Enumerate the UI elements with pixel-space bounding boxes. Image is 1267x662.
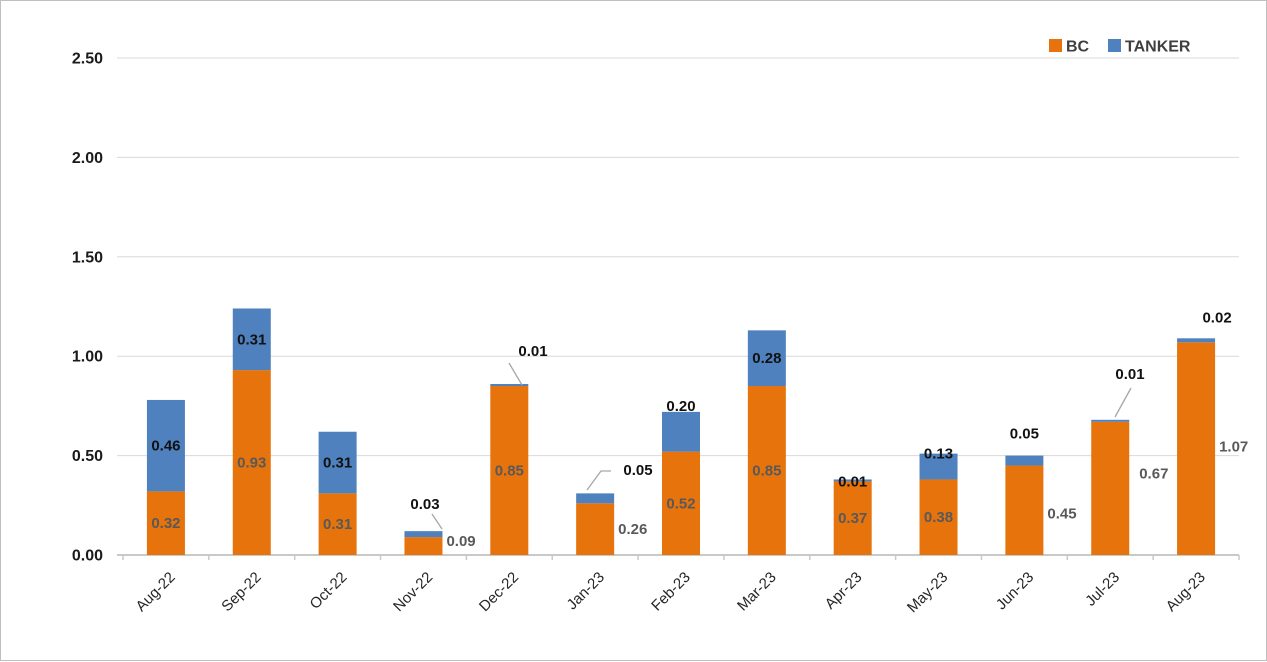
x-axis-label-Aug-22: Aug-22 [133, 569, 179, 615]
bar-segment-tanker-Apr-23 [833, 479, 872, 482]
data-label-bc-Apr-23: 0.37 [838, 510, 867, 527]
data-label-bc-Jan-23: 0.26 [618, 521, 647, 538]
x-axis-label-Jan-23: Jan-23 [564, 569, 608, 613]
x-axis-label-Mar-23: Mar-23 [734, 569, 780, 615]
data-label-tanker-Jun-23: 0.05 [1010, 426, 1039, 443]
bar-segment-bc-Aug-23 [1177, 342, 1216, 555]
data-label-bc-Nov-22: 0.09 [446, 533, 475, 550]
bar-segment-bc-Oct-22 [318, 493, 357, 555]
data-label-tanker-Jan-23: 0.05 [623, 462, 652, 479]
data-label-bc-Aug-22: 0.32 [151, 515, 180, 532]
y-axis-tick-label: 0.00 [72, 548, 103, 565]
y-axis-tick-label: 1.00 [72, 349, 103, 366]
y-axis-tick-label: 2.00 [72, 150, 103, 167]
bar-segment-tanker-Aug-22 [146, 399, 185, 492]
bar-segment-tanker-Jan-23 [576, 493, 615, 504]
bar-segment-bc-Jun-23 [1005, 465, 1044, 555]
bar-segment-tanker-Feb-23 [662, 411, 700, 452]
data-label-tanker-Nov-22: 0.03 [410, 496, 439, 513]
bar-segment-bc-Jul-23 [1091, 421, 1130, 555]
data-label-bc-Dec-22: 0.85 [495, 463, 524, 480]
x-axis-label-Oct-22: Oct-22 [307, 569, 351, 613]
bar-segment-tanker-Oct-22 [318, 431, 357, 494]
data-label-bc-Mar-23: 0.85 [752, 463, 781, 480]
data-label-tanker-Aug-23: 0.02 [1202, 309, 1231, 326]
bar-segment-tanker-Nov-22 [404, 531, 443, 538]
bar-segment-bc-Apr-23 [833, 481, 872, 555]
data-label-bc-Aug-23: 1.07 [1219, 439, 1248, 456]
x-axis-label-May-23: May-23 [904, 569, 951, 616]
data-label-tanker-Feb-23: 0.20 [666, 398, 695, 415]
data-label-tanker-Mar-23: 0.28 [752, 350, 781, 367]
bar-segment-tanker-Mar-23 [747, 330, 786, 387]
x-axis-label-Feb-23: Feb-23 [648, 569, 694, 615]
leader-line-Jul-23 [1114, 387, 1132, 418]
leader-line-Jan-23 [586, 470, 611, 491]
data-label-bc-May-23: 0.38 [924, 509, 953, 526]
data-label-bc-Jul-23: 0.67 [1139, 465, 1168, 482]
x-axis-label-Dec-22: Dec-22 [476, 569, 522, 615]
data-label-tanker-Sep-22: 0.31 [237, 331, 266, 348]
bar-segment-bc-Jan-23 [576, 503, 615, 555]
data-label-tanker-Jul-23: 0.01 [1115, 366, 1144, 383]
bar-segment-bc-Sep-22 [232, 370, 271, 555]
legend-label-tanker: TANKER [1125, 39, 1191, 56]
data-label-tanker-May-23: 0.13 [924, 446, 953, 463]
legend-label-bc: BC [1066, 39, 1090, 56]
bar-segment-bc-Dec-22 [490, 386, 529, 555]
bar-segment-tanker-Jun-23 [1005, 455, 1044, 466]
data-label-bc-Oct-22: 0.31 [323, 516, 352, 533]
y-axis-tick-label: 0.50 [72, 448, 103, 465]
x-axis-label-Aug-23: Aug-23 [1163, 569, 1209, 615]
data-label-tanker-Aug-22: 0.46 [151, 438, 180, 455]
legend-swatch-bc [1049, 39, 1062, 52]
bar-segment-tanker-May-23 [919, 453, 958, 480]
legend-swatch-tanker [1108, 39, 1121, 52]
bar-segment-bc-Nov-22 [404, 537, 443, 555]
x-axis-label-Apr-23: Apr-23 [822, 569, 866, 613]
bar-segment-bc-Feb-23 [662, 451, 700, 555]
y-axis-tick-label: 2.50 [72, 51, 103, 68]
bar-segment-tanker-Jul-23 [1091, 419, 1130, 422]
bar-segment-tanker-Sep-22 [232, 308, 271, 371]
data-label-bc-Sep-22: 0.93 [237, 455, 266, 472]
x-axis-label-Jul-23: Jul-23 [1082, 569, 1123, 610]
bar-segment-tanker-Aug-23 [1177, 338, 1216, 343]
bar-segment-bc-May-23 [919, 479, 958, 555]
x-axis-label-Jun-23: Jun-23 [993, 569, 1037, 613]
data-label-bc-Jun-23: 0.45 [1047, 505, 1076, 522]
x-axis-label-Sep-22: Sep-22 [218, 569, 264, 615]
bar-segment-bc-Mar-23 [747, 386, 786, 555]
leader-line-Nov-22 [431, 513, 443, 530]
data-label-bc-Feb-23: 0.52 [666, 495, 695, 512]
data-label-tanker-Dec-22: 0.01 [518, 343, 547, 360]
leader-line-Dec-22 [508, 362, 523, 386]
data-label-tanker-Oct-22: 0.31 [323, 455, 352, 472]
y-axis-tick-label: 1.50 [72, 249, 103, 266]
bar-segment-tanker-Dec-22 [490, 384, 529, 387]
data-label-tanker-Apr-23: 0.01 [838, 473, 867, 490]
x-axis-label-Nov-22: Nov-22 [390, 569, 436, 615]
bar-segment-bc-Aug-22 [146, 491, 185, 555]
